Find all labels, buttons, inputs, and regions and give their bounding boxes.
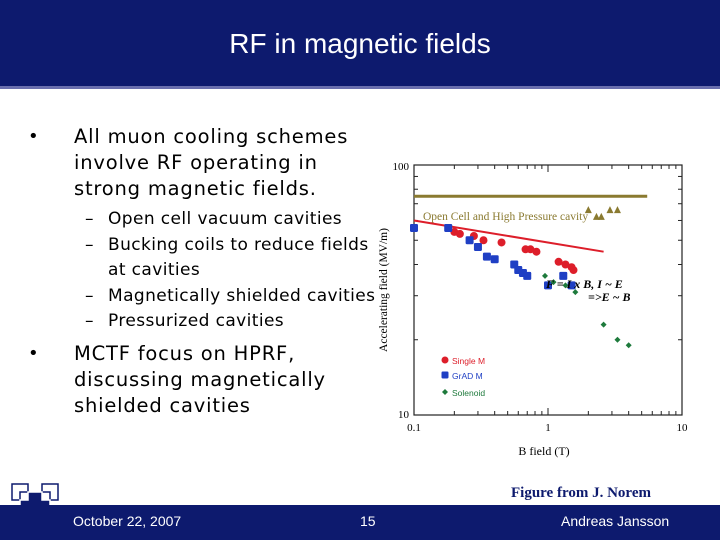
legend-label-single-m: Single M: [452, 356, 485, 366]
data-point: [444, 223, 453, 232]
bullet-dot: •: [28, 126, 40, 147]
data-point: [554, 257, 563, 266]
bullet-dot: •: [28, 342, 40, 364]
sub-bullet: – Open cell vacuum cavities: [28, 207, 378, 233]
y-tick-label: 100: [393, 161, 410, 173]
sub-bullet: – Magnetically shielded cavities: [28, 284, 378, 310]
data-point: [614, 336, 621, 343]
data-point: [572, 289, 579, 296]
title-bar: [0, 0, 720, 89]
footer-author: Andreas Jansson: [561, 513, 670, 529]
data-point: [497, 238, 506, 247]
x-tick-label: 10: [677, 422, 689, 434]
open-cell-point: [592, 212, 600, 220]
data-point: [523, 271, 532, 280]
sub-bullet-text: Bucking coils to reduce fields at caviti…: [108, 234, 369, 281]
sub-dash: –: [85, 311, 94, 331]
figure-caption: Figure from J. Norem: [511, 485, 651, 501]
open-cell-point: [584, 206, 592, 214]
sub-bullet-text: Open cell vacuum cavities: [108, 209, 343, 229]
trend-line: [413, 219, 604, 253]
bullet-list: • All muon cooling schemes involve RF op…: [28, 124, 378, 419]
data-point: [625, 342, 632, 349]
footer-date: October 22, 2007: [73, 513, 182, 529]
sub-bullet-text: Pressurized cavities: [108, 311, 285, 331]
bullet-1: • All muon cooling schemes involve RF op…: [28, 124, 378, 202]
sub-bullet: – Bucking coils to reduce fields at cavit…: [28, 233, 378, 284]
x-tick-label: 0.1: [407, 422, 421, 434]
data-point: [479, 236, 488, 245]
data-point: [544, 281, 552, 290]
slide-title: RF in magnetic fields: [229, 28, 491, 59]
data-point: [473, 242, 482, 251]
formula-label-2: =>E ~ B: [588, 290, 631, 304]
x-tick-label: 1: [545, 422, 551, 434]
bullet-2: • MCTF focus on HPRF, discussing magneti…: [28, 341, 378, 419]
sub-dash: –: [85, 209, 94, 229]
rf-gradient-chart: 0.1 1 10 100 10 B field (T) Accelerating…: [378, 161, 689, 458]
data-point: [532, 247, 541, 256]
legend-swatch: [441, 356, 449, 364]
data-point: [550, 279, 557, 286]
data-point: [410, 223, 418, 232]
legend-label-grad-m: GrAD M: [452, 371, 483, 381]
data-point: [465, 236, 474, 245]
legend-swatch: [441, 371, 449, 379]
legend-label-solenoid: Solenoid: [452, 388, 485, 398]
open-cell-point: [613, 206, 621, 214]
data-point: [569, 266, 578, 275]
bullet-1-text: All muon cooling schemes involve RF oper…: [74, 125, 349, 200]
legend-swatch: [442, 389, 448, 395]
open-cell-point: [606, 206, 614, 214]
chart-legend: [441, 356, 449, 395]
footer-page-number: 15: [360, 513, 376, 529]
sub-bullet-list: – Open cell vacuum cavities – Bucking coil…: [28, 207, 378, 335]
sub-bullet: – Pressurized cavities: [28, 309, 378, 335]
data-point: [542, 272, 549, 279]
data-point: [562, 282, 569, 289]
open-cell-label: Open Cell and High Pressure cavity: [423, 211, 588, 223]
bullet-2-text: MCTF focus on HPRF, discussing magnetica…: [74, 341, 326, 417]
axis-ticks: [413, 164, 682, 416]
data-point: [567, 281, 576, 290]
open-cell-point: [597, 212, 605, 220]
sub-bullet-text: Magnetically shielded cavities: [108, 285, 376, 306]
footer-bar: [0, 505, 720, 540]
sub-dash: –: [85, 285, 94, 306]
data-point: [482, 252, 491, 261]
x-axis-label: B field (T): [518, 444, 569, 458]
data-point: [455, 229, 464, 238]
data-point: [490, 255, 499, 264]
formula-label-1: F = I x B, I ~ E: [545, 277, 623, 291]
sub-dash: –: [85, 234, 94, 255]
y-tick-label: 10: [398, 409, 410, 421]
chart-marks: [410, 206, 632, 349]
data-point: [600, 321, 607, 328]
y-axis-label: Accelerating field (MV/m): [378, 228, 390, 352]
data-point: [559, 271, 568, 280]
data-point: [561, 260, 570, 269]
